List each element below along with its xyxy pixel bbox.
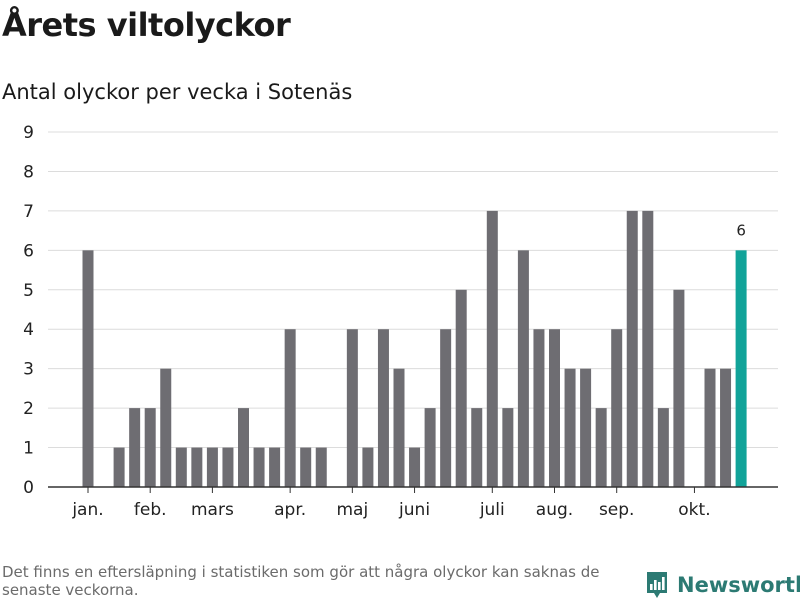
- bar: [300, 447, 312, 487]
- x-tick-label: apr.: [274, 500, 306, 520]
- y-tick-label: 1: [23, 439, 34, 459]
- y-tick-label: 2: [23, 399, 34, 419]
- x-tick-label: aug.: [536, 500, 573, 520]
- bar: [642, 210, 654, 487]
- bar: [549, 329, 560, 487]
- bar: [346, 329, 358, 487]
- chart-subtitle: Antal olyckor per vecka i Sotenäs: [2, 80, 353, 104]
- bar: [626, 210, 638, 487]
- bar-chart: 0 1 2 3 4 5 6 7 8 9 jan. feb. mars apr. maj juni juli au…: [23, 123, 778, 520]
- bar: [393, 368, 405, 487]
- bar: [284, 329, 296, 487]
- x-tick-label: okt.: [678, 500, 710, 520]
- x-axis: jan. feb. mars apr. maj juni juli aug. sep. okt.: [48, 486, 778, 520]
- bar: [82, 250, 94, 487]
- bar: [206, 447, 218, 487]
- bar: [222, 447, 234, 487]
- brand-logo: Newsworthy: [645, 569, 800, 601]
- y-tick-label: 4: [23, 320, 34, 340]
- data-label: 6: [736, 221, 746, 239]
- bar: [455, 289, 467, 487]
- bar: [409, 447, 421, 487]
- bar: [377, 329, 389, 487]
- x-tick-label: maj: [336, 500, 368, 520]
- bar: [144, 408, 156, 487]
- x-tick-label: feb.: [134, 500, 167, 520]
- bars: [82, 210, 747, 487]
- data-labels: 6: [736, 221, 746, 239]
- x-tick-label: juli: [479, 500, 505, 520]
- bar: [704, 368, 716, 487]
- bar: [486, 210, 498, 487]
- bar: [362, 447, 374, 487]
- bar: [502, 408, 514, 487]
- bar: [113, 447, 125, 487]
- bar: [471, 408, 483, 487]
- bar: [564, 368, 576, 487]
- y-tick-label: 6: [23, 241, 34, 261]
- x-tick-label: mars: [191, 500, 234, 520]
- bar: [269, 447, 281, 487]
- grid-lines: [48, 131, 778, 449]
- y-axis-ticks: 0 1 2 3 4 5 6 7 8 9: [23, 123, 34, 498]
- bar: [720, 368, 732, 487]
- bar: [580, 368, 592, 487]
- footnote: Det finns en eftersläpning i statistiken…: [2, 563, 600, 599]
- y-tick-label: 3: [23, 360, 34, 380]
- bar: [253, 447, 265, 487]
- y-tick-label: 5: [23, 281, 34, 301]
- bar: [175, 447, 187, 487]
- y-tick-label: 8: [23, 162, 34, 182]
- x-tick-label: jan.: [71, 500, 103, 520]
- bar: [611, 329, 623, 487]
- newsworthy-logo-icon: [647, 572, 667, 598]
- bar: [735, 250, 747, 487]
- bar: [595, 408, 607, 487]
- bar: [440, 329, 452, 487]
- brand-name: Newsworthy: [677, 573, 800, 597]
- bar: [673, 289, 685, 487]
- bar: [129, 408, 141, 487]
- x-tick-label: juni: [398, 500, 430, 520]
- bar: [160, 368, 172, 487]
- page-title: Årets viltolyckor: [2, 6, 291, 44]
- bar: [424, 408, 436, 487]
- y-tick-label: 0: [23, 478, 34, 498]
- bar: [533, 329, 545, 487]
- x-tick-label: sep.: [599, 500, 635, 520]
- bar: [517, 250, 529, 487]
- bar: [657, 408, 669, 487]
- bar: [315, 447, 327, 487]
- y-tick-label: 7: [23, 202, 34, 222]
- y-tick-label: 9: [23, 123, 34, 143]
- bar: [238, 408, 249, 487]
- bar: [191, 447, 203, 487]
